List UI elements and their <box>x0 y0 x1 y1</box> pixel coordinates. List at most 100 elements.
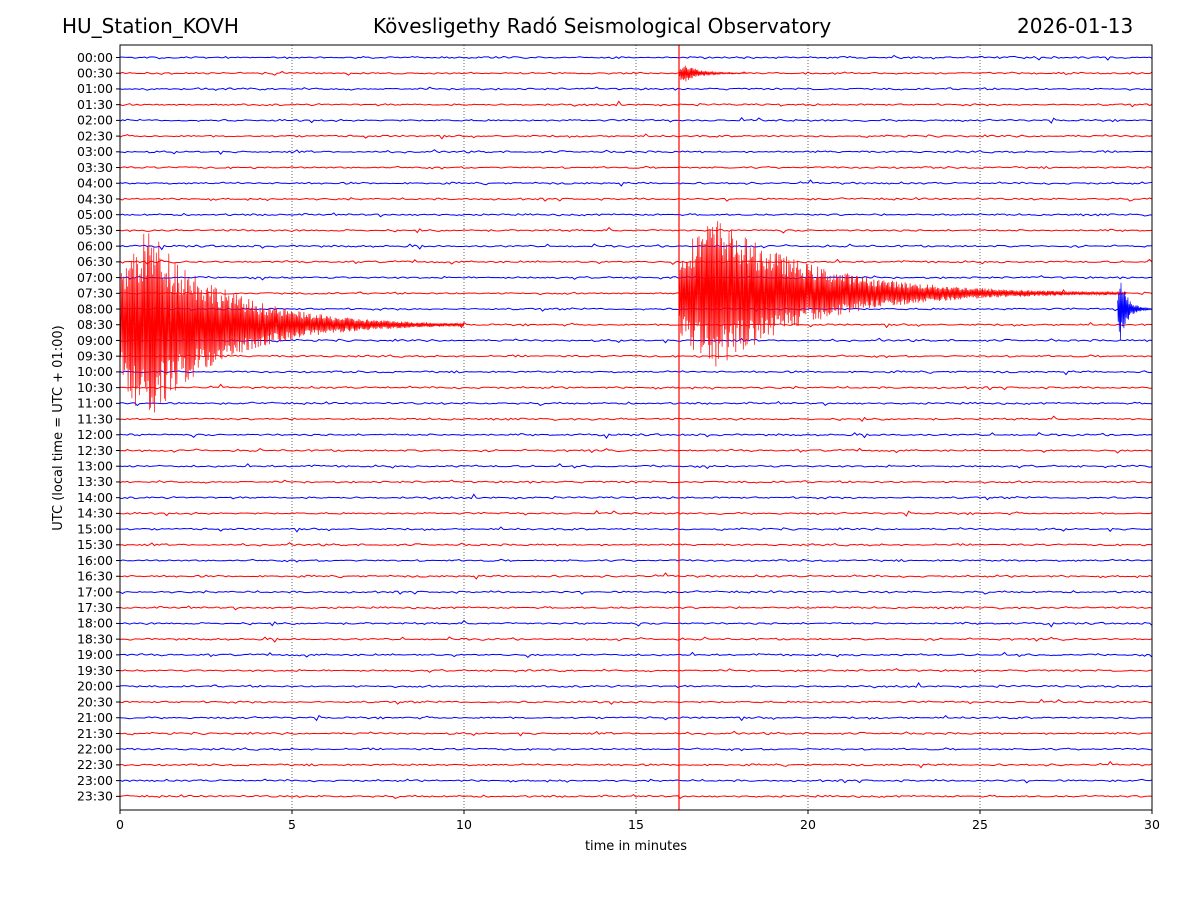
y-tick-label: 21:00 <box>77 710 113 725</box>
event-trace-3 <box>678 221 1127 367</box>
y-tick-label: 06:30 <box>77 254 113 269</box>
y-tick-label: 11:00 <box>77 396 113 411</box>
trace-row-0430 <box>119 196 1153 202</box>
y-tick-label: 03:30 <box>77 160 113 175</box>
trace-row-1330 <box>119 479 1153 484</box>
x-tick-label: 20 <box>800 817 816 832</box>
trace-row-1100 <box>119 400 1153 407</box>
y-tick-label: 02:30 <box>77 128 113 143</box>
trace-row-0600 <box>119 243 1153 251</box>
trace-row-0030 <box>119 70 1153 76</box>
trace-row-0700 <box>119 275 1153 281</box>
y-tick-label: 03:00 <box>77 144 113 159</box>
y-tick-label: 04:00 <box>77 176 113 191</box>
y-tick-label: 14:30 <box>77 506 113 521</box>
trace-row-0530 <box>119 226 1153 234</box>
x-tick-label: 5 <box>288 817 296 832</box>
trace-row-1000 <box>119 370 1153 376</box>
trace-row-0900 <box>119 337 1153 344</box>
trace-row-0200 <box>119 117 1153 124</box>
trace-row-1430 <box>119 510 1153 517</box>
trace-row-0230 <box>119 133 1153 140</box>
y-tick-label: 02:00 <box>77 113 113 128</box>
trace-row-1030 <box>119 383 1153 391</box>
y-tick-label: 15:00 <box>77 521 113 536</box>
event-trace-4 <box>1117 282 1153 341</box>
y-tick-label: 16:00 <box>77 553 113 568</box>
event-traces <box>119 45 1153 810</box>
y-tick-label: 08:00 <box>77 301 113 316</box>
trace-row-1900 <box>120 651 1153 659</box>
trace-row-2200 <box>119 747 1153 752</box>
trace-row-1200 <box>119 432 1153 440</box>
y-tick-label: 19:00 <box>77 647 113 662</box>
event-trace-2 <box>119 233 465 413</box>
y-axis-label: UTC (local time = UTC + 01:00) <box>51 325 66 530</box>
y-tick-label: 10:00 <box>77 364 113 379</box>
trace-row-1600 <box>119 558 1153 563</box>
trace-row-0730 <box>119 288 1153 296</box>
seismogram-traces <box>119 54 1153 799</box>
trace-row-0800 <box>119 307 1153 312</box>
y-tick-label: 19:30 <box>77 663 113 678</box>
trace-row-2330 <box>119 793 1153 799</box>
x-axis-ticks: 0 5 10 15 20 25 30 <box>116 810 1160 832</box>
y-tick-label: 23:30 <box>77 789 113 804</box>
trace-row-0930 <box>119 354 1153 359</box>
y-tick-label: 13:30 <box>77 474 113 489</box>
y-tick-label: 00:00 <box>77 50 113 65</box>
trace-row-2130 <box>119 730 1153 737</box>
y-tick-label: 10:30 <box>77 380 113 395</box>
x-tick-label: 30 <box>1144 817 1160 832</box>
y-tick-label: 17:00 <box>77 584 113 599</box>
y-tick-label: 23:00 <box>77 773 113 788</box>
grid-lines <box>291 45 981 810</box>
trace-row-0500 <box>119 212 1153 218</box>
trace-row-1300 <box>119 463 1153 470</box>
trace-row-0300 <box>119 149 1153 155</box>
y-tick-label: 11:30 <box>77 411 113 426</box>
x-tick-label: 25 <box>972 817 988 832</box>
y-tick-label: 21:30 <box>77 726 113 741</box>
x-tick-label: 15 <box>628 817 644 832</box>
trace-row-2030 <box>119 698 1153 705</box>
trace-row-1800 <box>119 619 1153 628</box>
trace-row-2000 <box>119 681 1153 689</box>
y-tick-label: 20:30 <box>77 694 113 709</box>
trace-row-1700 <box>119 589 1153 595</box>
trace-row-1230 <box>119 447 1153 454</box>
trace-row-2100 <box>119 714 1153 722</box>
x-tick-label: 10 <box>456 817 472 832</box>
y-tick-label: 18:00 <box>77 616 113 631</box>
y-tick-label: 01:00 <box>77 81 113 96</box>
y-tick-label: 09:30 <box>77 348 113 363</box>
y-tick-label: 17:30 <box>77 600 113 615</box>
y-tick-label: 20:00 <box>77 679 113 694</box>
trace-row-2300 <box>119 778 1153 784</box>
trace-row-0000 <box>119 54 1153 61</box>
trace-row-1500 <box>119 526 1153 533</box>
trace-row-0130 <box>119 100 1153 108</box>
observatory-title: Kövesligethy Radó Seismological Observat… <box>373 14 832 38</box>
y-tick-label: 18:30 <box>77 631 113 646</box>
y-tick-label: 13:00 <box>77 459 113 474</box>
y-tick-label: 04:30 <box>77 191 113 206</box>
trace-row-0630 <box>119 258 1153 266</box>
y-tick-label: 07:00 <box>77 270 113 285</box>
trace-row-1930 <box>119 668 1153 673</box>
trace-row-1400 <box>119 493 1153 501</box>
y-tick-label: 14:00 <box>77 490 113 505</box>
trace-row-1530 <box>119 542 1153 547</box>
y-tick-label: 12:30 <box>77 443 113 458</box>
y-tick-label: 22:30 <box>77 757 113 772</box>
trace-row-0330 <box>119 165 1153 170</box>
event-trace-1 <box>678 65 748 82</box>
y-tick-label: 06:00 <box>77 238 113 253</box>
y-tick-label: 15:30 <box>77 537 113 552</box>
trace-row-0100 <box>119 86 1153 91</box>
y-tick-label: 05:00 <box>77 207 113 222</box>
trace-row-2230 <box>119 760 1153 769</box>
trace-row-1730 <box>119 605 1153 611</box>
y-tick-label: 12:00 <box>77 427 113 442</box>
